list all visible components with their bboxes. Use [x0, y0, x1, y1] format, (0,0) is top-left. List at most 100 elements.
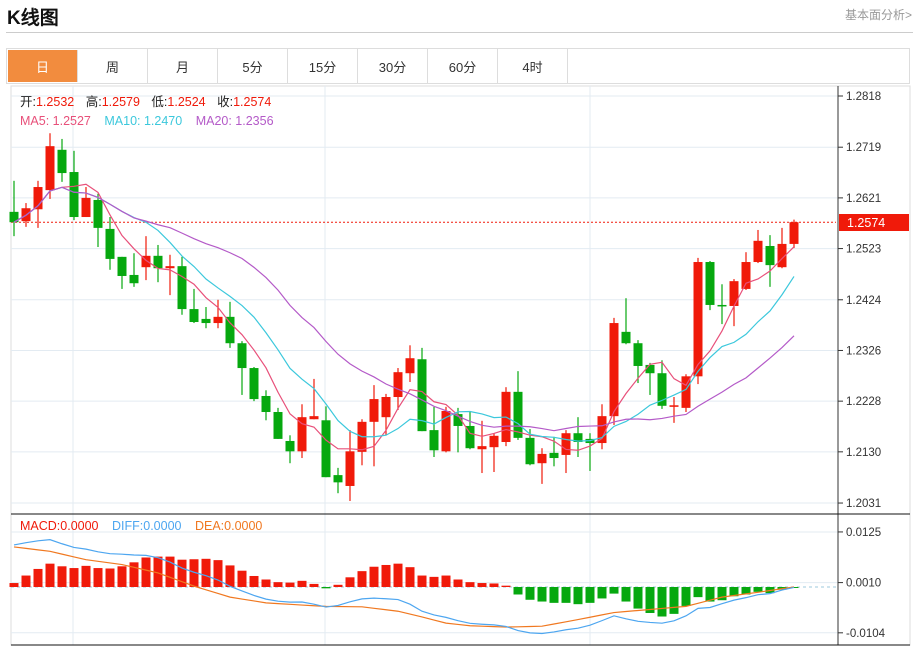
price-tick-label: 1.2326	[846, 345, 881, 357]
macd-bar	[729, 587, 739, 597]
macd-bar	[297, 580, 307, 587]
price-tick-label: 1.2818	[846, 91, 881, 103]
macd-legend: MACD:0.0000 DIFF:0.0000 DEA:0.0000	[20, 519, 262, 533]
macd-tick-label: -0.0104	[846, 628, 886, 640]
candle-down	[717, 304, 727, 307]
macd-bar	[237, 570, 247, 587]
divider	[6, 32, 913, 33]
candles	[9, 133, 799, 501]
macd-bar	[393, 563, 403, 587]
candle-up	[741, 262, 751, 289]
macd-bar	[225, 565, 235, 587]
macd-bar	[45, 563, 55, 587]
macd-bar	[381, 564, 391, 587]
macd-bar	[633, 587, 643, 609]
candle-down	[129, 274, 139, 284]
macd-bar	[57, 566, 67, 587]
macd-tick-label: 0.0010	[846, 578, 881, 590]
macd-bar	[33, 568, 43, 587]
candle-down	[657, 373, 667, 406]
macd-bar	[465, 582, 475, 587]
macd-bar	[549, 587, 559, 603]
macd-bar	[201, 558, 211, 587]
macd-bar	[189, 559, 199, 587]
tab-month[interactable]: 月	[148, 49, 218, 83]
macd-bar	[441, 575, 451, 587]
price-tick-label: 1.2031	[846, 498, 881, 510]
price-tick-label: 1.2424	[846, 295, 882, 307]
candle-up	[33, 187, 43, 210]
macd-bar	[429, 576, 439, 587]
macd-bar	[513, 587, 523, 595]
candle-up	[405, 358, 415, 374]
ma-legend: MA5: 1.2527 MA10: 1.2470 MA20: 1.2356	[20, 114, 274, 128]
macd-bar	[453, 579, 463, 587]
macd-bar	[561, 587, 571, 603]
tab-15min[interactable]: 15分	[288, 49, 358, 83]
candle-down	[705, 262, 715, 305]
macd-bar	[81, 565, 91, 587]
candle-down	[153, 255, 163, 269]
macd-bar	[309, 583, 319, 587]
candle-down	[177, 266, 187, 310]
candle-down	[93, 199, 103, 228]
candle-down	[237, 343, 247, 369]
candle-up	[561, 433, 571, 455]
tab-week[interactable]: 周	[78, 49, 148, 83]
price-tick-label: 1.2621	[846, 193, 881, 205]
candle-up	[537, 453, 547, 464]
candle-down	[201, 318, 211, 324]
ma20-line	[13, 186, 795, 432]
macd-bar	[585, 587, 595, 603]
macd-bar	[345, 577, 355, 587]
macd-bar	[117, 566, 127, 587]
macd-bar	[573, 587, 583, 605]
ohlc-legend: 开:1.2532 高:1.2579 低:1.2524 收:1.2574	[20, 94, 271, 109]
candle-down	[249, 368, 259, 400]
macd-bar	[153, 556, 163, 587]
candle-up	[297, 417, 307, 452]
macd-panel	[9, 539, 836, 635]
macd-bar	[333, 584, 343, 587]
last-price-tag	[839, 214, 909, 231]
candle-down	[645, 364, 655, 374]
macd-bar	[141, 557, 151, 587]
candle-up	[789, 222, 799, 244]
tab-30min[interactable]: 30分	[358, 49, 428, 83]
candle-up	[213, 316, 223, 324]
tab-day[interactable]: 日	[8, 50, 78, 82]
macd-bar	[357, 571, 367, 587]
fundamental-analysis-link[interactable]: 基本面分析>	[844, 8, 912, 22]
candle-up	[165, 266, 175, 269]
macd-bar	[69, 568, 79, 587]
candle-up	[141, 255, 151, 268]
candle-up	[489, 435, 499, 448]
macd-bar	[369, 566, 379, 587]
candle-down	[417, 359, 427, 432]
macd-bar	[129, 562, 139, 587]
candle-up	[777, 243, 787, 268]
candle-down	[69, 172, 79, 218]
tab-4hour[interactable]: 4时	[498, 49, 568, 83]
candle-down	[273, 412, 283, 439]
candle-up	[669, 405, 679, 407]
candle-down	[429, 430, 439, 451]
candle-down	[765, 245, 775, 266]
tab-5min[interactable]: 5分	[218, 49, 288, 83]
candle-up	[81, 197, 91, 218]
macd-bar	[597, 587, 607, 599]
tab-60min[interactable]: 60分	[428, 49, 498, 83]
candle-down	[549, 452, 559, 459]
ma5-line	[13, 183, 795, 451]
candle-down	[9, 211, 19, 223]
candle-down	[321, 420, 331, 478]
price-tick-label: 1.2130	[846, 447, 881, 459]
candle-down	[453, 414, 463, 426]
page-title: K线图	[7, 8, 59, 29]
candle-down	[285, 440, 295, 452]
moving-averages	[13, 183, 795, 451]
macd-bar	[741, 587, 751, 595]
last-price-label: 1.2574	[847, 216, 885, 230]
candle-up	[753, 240, 763, 263]
